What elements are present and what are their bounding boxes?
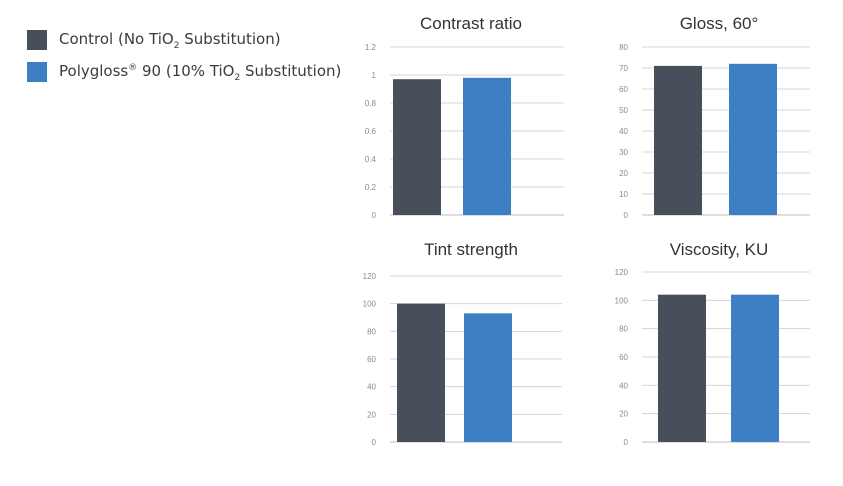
y-tick-label: 20	[619, 410, 628, 419]
y-tick-label: 70	[619, 64, 628, 73]
chart-contrast-ratio: Contrast ratio 0 0.2 0.4 0.6 0.8 1 1.2	[356, 14, 586, 224]
legend-label-polygloss: Polygloss® 90 (10% TiO2 Substitution)	[59, 61, 342, 83]
chart-title: Viscosity, KU	[669, 240, 769, 259]
y-tick-label: 40	[619, 127, 628, 136]
legend-swatch-polygloss	[27, 62, 47, 82]
y-tick-label: 0	[624, 211, 629, 220]
y-tick-label: 20	[619, 169, 628, 178]
chart-title: Gloss, 60°	[679, 14, 759, 33]
bar-control	[658, 294, 706, 442]
chart-gloss-60: Gloss, 60° 0 10 20 30 40 50 60 70 80	[608, 14, 830, 224]
bar-control	[393, 79, 441, 215]
y-tick-label: 40	[367, 383, 376, 392]
chart-title: Tint strength	[424, 240, 518, 259]
chart-viscosity-ku: Viscosity, KU 0 20 40 60 80 100 120	[608, 240, 830, 452]
y-tick-label: 0.6	[365, 127, 377, 136]
y-tick-label: 30	[619, 148, 628, 157]
chart-tint-strength: Tint strength 0 20 40 60 80 100 120	[356, 240, 586, 452]
legend-item-control: Control (No TiO2 Substitution)	[27, 24, 341, 56]
y-tick-label: 1.2	[365, 43, 377, 52]
chart-plot: 0 20 40 60 80 100 120	[615, 268, 810, 447]
y-tick-label: 120	[363, 272, 377, 281]
y-tick-label: 80	[619, 325, 628, 334]
y-tick-label: 0.2	[365, 183, 377, 192]
legend-label-control: Control (No TiO2 Substitution)	[59, 29, 281, 51]
y-tick-label: 0	[624, 438, 629, 447]
y-tick-label: 40	[619, 381, 628, 390]
y-tick-label: 0	[372, 211, 377, 220]
y-tick-label: 120	[615, 268, 629, 277]
bar-control	[397, 303, 445, 442]
legend-swatch-control	[27, 30, 47, 50]
y-tick-label: 80	[367, 327, 376, 336]
y-tick-label: 60	[367, 355, 376, 364]
y-tick-label: 100	[615, 296, 629, 305]
y-tick-label: 0.4	[365, 155, 377, 164]
chart-plot: 0 20 40 60 80 100 120	[363, 272, 562, 447]
chart-title: Contrast ratio	[419, 14, 523, 33]
y-tick-label: 1	[372, 71, 377, 80]
y-tick-label: 50	[619, 106, 628, 115]
bar-polygloss	[464, 313, 512, 442]
chart-plot: 0 0.2 0.4 0.6 0.8 1 1.2	[365, 43, 564, 220]
y-tick-label: 10	[619, 190, 628, 199]
y-tick-label: 80	[619, 43, 628, 52]
bar-polygloss	[731, 294, 779, 442]
legend-item-polygloss: Polygloss® 90 (10% TiO2 Substitution)	[27, 56, 341, 88]
chart-plot: 0 10 20 30 40 50 60 70 80	[619, 43, 810, 220]
y-tick-label: 60	[619, 353, 628, 362]
y-tick-label: 100	[363, 300, 377, 309]
y-tick-label: 0.8	[365, 99, 377, 108]
bar-polygloss	[463, 77, 511, 215]
bar-polygloss	[729, 63, 777, 215]
bar-control	[654, 65, 702, 216]
y-tick-label: 60	[619, 85, 628, 94]
y-tick-label: 0	[372, 438, 377, 447]
legend: Control (No TiO2 Substitution) Polygloss…	[27, 24, 341, 88]
y-tick-label: 20	[367, 410, 376, 419]
